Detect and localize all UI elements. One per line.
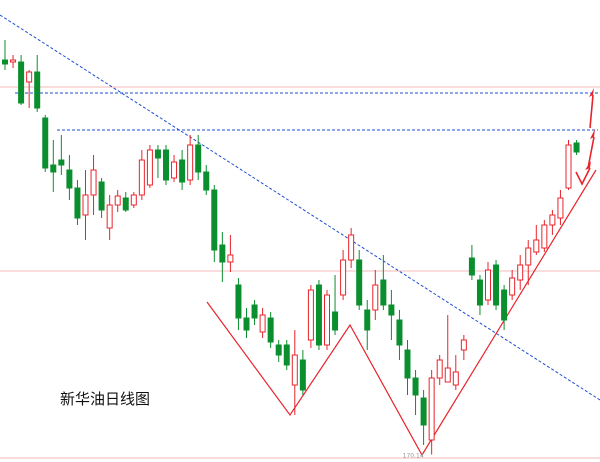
candle-body — [428, 377, 435, 441]
candle-body — [388, 304, 395, 316]
arrow-head — [590, 129, 595, 139]
candle-body — [106, 204, 113, 229]
candle-body — [50, 164, 57, 173]
candle-body — [412, 377, 419, 396]
candle-body — [235, 284, 242, 319]
chart-title: 新华油日线图 — [60, 390, 150, 408]
arrow-head — [585, 161, 591, 170]
candle-body — [146, 149, 153, 186]
candle-body — [122, 197, 129, 211]
annotations — [0, 14, 600, 459]
candle-body — [340, 259, 347, 296]
candle-body — [66, 169, 73, 189]
candle-body — [549, 214, 556, 226]
candle-body — [573, 142, 580, 153]
candle-body — [130, 194, 137, 206]
candle-body — [90, 169, 97, 196]
candle-body — [267, 317, 274, 343]
candle-body — [356, 259, 363, 306]
candle-body — [364, 309, 371, 331]
candle-body — [211, 189, 218, 251]
candle-body — [275, 344, 282, 356]
candle-body — [444, 367, 451, 383]
candle-body — [324, 294, 330, 346]
candle-body — [565, 144, 572, 189]
candle-body — [82, 194, 89, 216]
candle-body — [227, 254, 234, 263]
candle-body — [460, 339, 467, 351]
candle-body — [114, 195, 121, 206]
candle-body — [243, 317, 250, 331]
low-label: 170.14 — [403, 453, 424, 460]
candle-body — [404, 349, 411, 379]
candle-body — [476, 279, 483, 306]
candle-body — [525, 247, 532, 266]
candle-body — [501, 289, 508, 321]
arrow — [589, 94, 594, 129]
candle-body — [203, 171, 210, 191]
candle-body — [291, 354, 298, 386]
candle-body — [517, 264, 524, 281]
candle-body — [452, 371, 459, 386]
candle-body — [154, 149, 161, 159]
candle-body — [138, 159, 145, 196]
candle-body — [533, 239, 540, 253]
candle-body — [283, 344, 290, 366]
candle-body — [58, 159, 65, 166]
candle-body — [468, 257, 475, 276]
candle-body — [493, 264, 500, 306]
candle-body — [187, 144, 194, 181]
candle-body — [18, 61, 25, 104]
candle-body — [26, 71, 33, 83]
candle-body — [485, 269, 491, 301]
candle-body — [219, 244, 226, 263]
candle-body — [315, 284, 322, 346]
candle-body — [332, 311, 339, 331]
candle-body — [259, 314, 266, 333]
candle-body — [348, 234, 355, 261]
candle-body — [380, 279, 387, 306]
candle-body — [541, 224, 548, 249]
candle-body — [171, 161, 178, 179]
candle-body — [509, 277, 516, 296]
candle-body — [299, 359, 306, 391]
arrow-head — [589, 88, 594, 97]
candle-body — [251, 304, 258, 319]
arrow — [587, 136, 595, 169]
candle-body — [420, 397, 427, 426]
arrow — [575, 167, 591, 186]
candle-body — [10, 59, 17, 63]
candle-body — [436, 359, 443, 379]
candle-body — [2, 59, 8, 65]
pattern-line — [206, 169, 597, 457]
candle-body — [307, 289, 314, 341]
candle-body — [557, 197, 564, 219]
candle-body — [74, 187, 81, 219]
candle-body — [42, 117, 49, 169]
candle-body — [34, 71, 41, 109]
candle-body — [195, 144, 202, 173]
candle-body — [372, 284, 379, 311]
candle-body — [396, 319, 403, 346]
candle-body — [163, 149, 169, 181]
candle-body — [98, 181, 105, 211]
candle-body — [179, 159, 186, 183]
trend-line — [0, 14, 600, 401]
